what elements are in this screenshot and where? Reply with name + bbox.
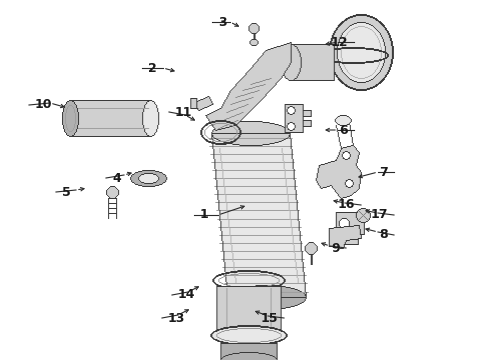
Text: 10: 10 xyxy=(35,99,52,112)
Text: 12: 12 xyxy=(330,36,348,49)
Text: 3: 3 xyxy=(218,15,227,28)
Text: 14: 14 xyxy=(178,288,196,302)
Text: 1: 1 xyxy=(200,208,209,221)
Text: 2: 2 xyxy=(148,62,157,75)
Text: 17: 17 xyxy=(370,208,388,221)
Text: 9: 9 xyxy=(331,242,340,255)
Text: 15: 15 xyxy=(261,311,278,324)
Text: 16: 16 xyxy=(338,198,355,211)
Text: 7: 7 xyxy=(379,166,388,179)
Text: 4: 4 xyxy=(112,171,121,184)
Text: 5: 5 xyxy=(62,185,71,198)
Text: 8: 8 xyxy=(379,229,388,242)
Text: 6: 6 xyxy=(340,123,348,136)
Text: 11: 11 xyxy=(175,105,193,118)
Text: 13: 13 xyxy=(168,311,185,324)
